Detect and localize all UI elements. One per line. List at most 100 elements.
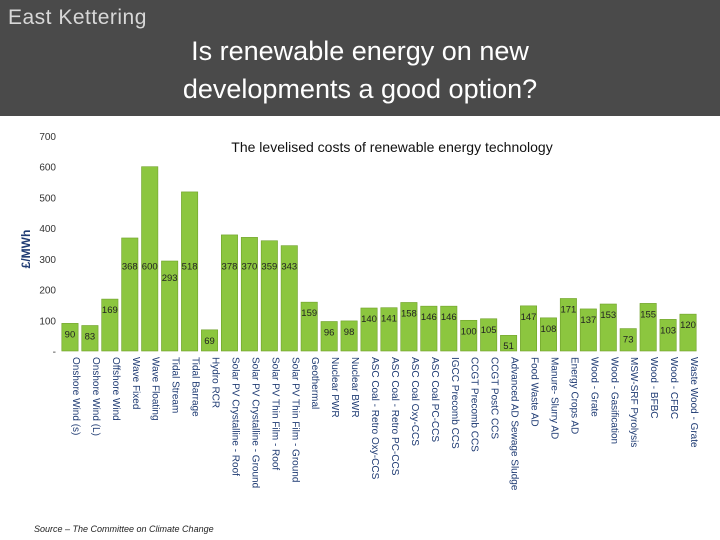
bar-value-label: 96	[324, 328, 335, 339]
y-tick-label: 300	[39, 255, 56, 266]
x-category-label: Advanced AD Sewage Sludge	[509, 357, 520, 491]
x-category-label: ASC Coal PC-CCS	[429, 357, 440, 442]
bar-value-label: 137	[580, 315, 596, 326]
bar-value-label: 100	[461, 326, 477, 337]
x-category-label: Wood - CFBC	[668, 357, 679, 419]
bar	[101, 298, 119, 352]
bar-value-label: 155	[640, 309, 656, 320]
bar-value-label: 83	[85, 332, 96, 343]
bar	[679, 313, 697, 352]
chart-panel: The levelised costs of renewable energy …	[0, 116, 720, 540]
x-category-label: Nuclear BWR	[349, 357, 360, 418]
bar	[240, 237, 258, 352]
bar-value-label: 141	[381, 314, 397, 325]
x-category-label: Onshore Wind (L)	[90, 357, 101, 436]
x-category-label: Onshore Wind (s)	[70, 357, 81, 435]
bar-value-label: 169	[102, 305, 118, 316]
x-category-label: Solar PV Thin Film - Roof	[269, 357, 280, 470]
x-category-label: Tidal Stream	[170, 357, 181, 413]
bar	[121, 237, 139, 352]
x-category-label: Tidal Barrage	[190, 357, 201, 417]
source-note: Source – The Committee on Climate Change	[34, 524, 214, 534]
x-category-label: CCGT PostC CCS	[489, 357, 500, 439]
bar-value-label: 73	[623, 335, 634, 346]
slide-title-line-1: Is renewable energy on new	[191, 36, 529, 66]
x-category-label: Nuclear PWR	[329, 357, 340, 418]
bar-chart: The levelised costs of renewable energy …	[19, 132, 699, 491]
bar-value-label: 518	[182, 262, 198, 273]
y-tick-label: 700	[39, 132, 56, 143]
bar-value-label: 343	[281, 262, 297, 273]
x-category-label: Hydro RCR	[210, 357, 221, 408]
bar-value-label: 90	[65, 329, 76, 340]
bar-value-label: 147	[521, 312, 537, 323]
bar	[141, 166, 159, 352]
bar	[520, 305, 538, 352]
x-category-label: Solar PV Crystalline - Ground	[249, 357, 260, 488]
bar-value-label: 370	[241, 262, 257, 273]
bar	[61, 323, 79, 352]
bar	[420, 305, 438, 352]
bar	[360, 307, 378, 352]
y-tick-label: 100	[39, 316, 56, 327]
bar-value-label: 159	[301, 308, 317, 319]
slide-title: Is renewable energy on new developments …	[60, 32, 660, 108]
bar	[300, 301, 318, 352]
x-category-label: Wood - Grate	[588, 357, 599, 417]
bar	[579, 308, 597, 352]
y-tick-label: -	[53, 347, 56, 358]
bar-value-label: 69	[204, 336, 215, 347]
bar-value-label: 158	[401, 308, 417, 319]
bar-value-label: 98	[344, 327, 355, 338]
slide-title-line-2: developments a good option?	[182, 74, 538, 104]
x-category-label: Food Waste AD	[529, 357, 540, 427]
x-category-label: Solar PV Crystalline - Roof	[229, 357, 240, 476]
bar	[619, 328, 637, 352]
bar-value-label: 108	[541, 324, 557, 335]
bar-value-label: 171	[560, 304, 576, 315]
y-tick-label: 200	[39, 286, 56, 297]
bar	[260, 240, 278, 352]
bar-value-label: 120	[680, 320, 696, 331]
bar	[659, 319, 677, 352]
x-category-label: Wave Fixed	[130, 357, 141, 409]
bar	[400, 302, 418, 352]
bar	[280, 245, 298, 352]
bar	[500, 335, 518, 352]
bar	[201, 329, 219, 352]
bar	[559, 298, 577, 352]
chart-title: The levelised costs of renewable energy …	[231, 139, 552, 155]
bar	[320, 321, 338, 352]
bar-value-label: 368	[122, 262, 138, 273]
x-category-label: MSW-SRF Pyrolysis	[628, 357, 639, 447]
bar-value-label: 378	[222, 262, 238, 273]
bar-value-label: 51	[503, 341, 514, 352]
x-category-label: Waste Wood - Grate	[688, 357, 699, 448]
bar-value-label: 153	[600, 310, 616, 321]
bar	[340, 320, 358, 352]
x-category-label: Wood - Gasification	[608, 357, 619, 444]
bar-value-label: 140	[361, 314, 377, 325]
bar	[81, 325, 99, 352]
x-category-label: ASC Coal - Retro PC-CCS	[389, 357, 400, 476]
x-category-label: Wood - BFBC	[648, 357, 659, 419]
bar-value-label: 146	[421, 312, 437, 323]
bar	[599, 303, 617, 352]
bar	[220, 234, 238, 352]
y-tick-label: 400	[39, 224, 56, 235]
x-category-label: Offshore Wind	[110, 357, 121, 421]
bar-value-label: 146	[441, 312, 457, 323]
x-category-label: Wave Floating	[150, 357, 161, 421]
x-category-label: ASC Coal - Retro Oxy-CCS	[369, 357, 380, 480]
bar-value-label: 600	[142, 262, 158, 273]
x-category-label: CCGT Precomb CCS	[469, 357, 480, 452]
y-tick-label: 500	[39, 193, 56, 204]
bar	[161, 260, 179, 352]
bar	[639, 303, 657, 352]
bar-value-label: 293	[162, 273, 178, 284]
bar	[460, 319, 478, 352]
bar	[539, 317, 557, 352]
x-category-label: Solar PV Thin Film - Ground	[289, 357, 300, 482]
bar-value-label: 103	[660, 325, 676, 336]
x-category-label: Geothermal	[309, 357, 320, 409]
